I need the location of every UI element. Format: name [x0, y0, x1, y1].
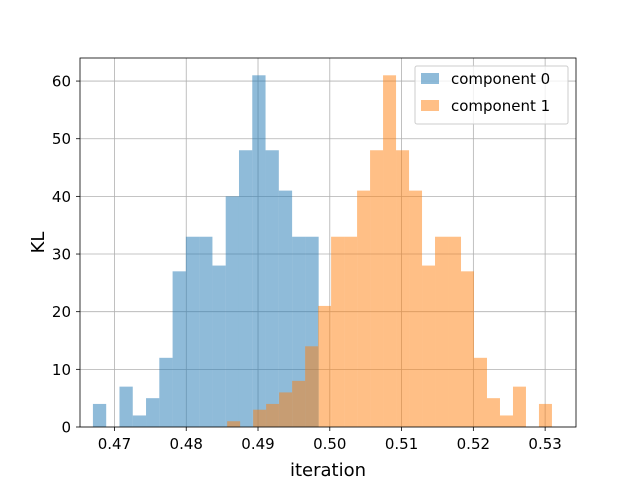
histogram-bar-component-0 — [212, 265, 226, 427]
legend-label-component-1: component 1 — [451, 97, 550, 115]
histogram-bar-component-1 — [448, 236, 462, 427]
histogram-bar-component-1 — [253, 409, 267, 427]
histogram-bar-component-0 — [199, 236, 213, 427]
legend-label-component-0: component 0 — [451, 70, 550, 88]
x-tick-label: 0.47 — [98, 435, 131, 453]
histogram-bar-component-1 — [305, 346, 319, 427]
legend: component 0 component 1 — [414, 65, 569, 125]
histogram-bar-component-1 — [486, 398, 500, 427]
histogram-bar-component-1 — [227, 421, 241, 427]
histogram-bar-component-1 — [396, 150, 410, 427]
y-tick-label: 30 — [52, 246, 71, 264]
histogram-bar-component-0 — [119, 386, 133, 427]
plot-frame — [79, 57, 577, 428]
x-tick-label: 0.50 — [313, 435, 346, 453]
histogram-bar-component-0 — [265, 150, 279, 427]
histogram-bar-component-0 — [278, 190, 293, 427]
histogram-bar-component-1 — [370, 150, 384, 427]
y-tick-label: 50 — [52, 130, 71, 148]
y-tick-label: 0 — [61, 419, 71, 437]
x-tick-label: 0.53 — [528, 435, 561, 453]
histogram-bar-component-1 — [266, 403, 280, 427]
y-tick-label: 20 — [52, 303, 71, 321]
y-axis-ticks: 0 10 20 30 40 50 60 — [52, 73, 80, 437]
y-tick-label: 10 — [52, 361, 71, 379]
histogram-bar-component-1 — [538, 403, 552, 427]
y-tick-label: 60 — [52, 73, 71, 91]
histogram-bar-component-1 — [357, 190, 371, 427]
y-axis-label: KL — [28, 232, 49, 254]
x-tick-label: 0.51 — [385, 435, 418, 453]
histogram-bar-component-1 — [461, 271, 475, 427]
histogram-bar-component-1 — [318, 305, 332, 427]
histogram-bar-component-0 — [238, 150, 253, 427]
legend-box — [414, 65, 569, 125]
histogram-bar-component-0 — [292, 236, 306, 427]
histogram-bar-component-0 — [159, 357, 173, 427]
y-tick-label: 40 — [52, 188, 71, 206]
legend-swatch-component-1 — [421, 100, 439, 111]
histogram-bar-component-0 — [92, 403, 107, 427]
histogram-bar-component-1 — [435, 236, 449, 427]
legend-swatch-component-0 — [421, 73, 439, 84]
histogram-bar-component-0 — [172, 271, 186, 427]
histogram-bar-component-0 — [185, 236, 200, 427]
histogram-bar-component-1 — [331, 236, 345, 427]
histogram-bars — [92, 75, 552, 427]
histogram-bar-component-1 — [292, 380, 306, 427]
histogram-bar-component-0 — [146, 398, 160, 427]
histogram-bar-component-0 — [132, 415, 147, 427]
histogram-bar-component-1 — [512, 386, 526, 427]
histogram-bar-component-0 — [252, 75, 266, 427]
histogram-bar-component-1 — [499, 415, 513, 427]
x-tick-label: 0.48 — [170, 435, 203, 453]
histogram-bar-component-1 — [409, 190, 423, 427]
x-tick-label: 0.49 — [241, 435, 274, 453]
histogram-bar-component-0 — [225, 196, 239, 427]
x-axis-ticks: 0.47 0.48 0.49 0.50 0.51 0.52 0.53 — [98, 427, 562, 453]
histogram-bar-component-1 — [383, 75, 397, 427]
histogram-bar-component-1 — [344, 236, 358, 427]
x-tick-label: 0.52 — [457, 435, 490, 453]
x-axis-label: iteration — [290, 460, 366, 480]
histogram-bar-component-1 — [279, 392, 293, 427]
histogram-bar-component-1 — [474, 357, 487, 427]
histogram-bar-component-1 — [422, 265, 436, 427]
